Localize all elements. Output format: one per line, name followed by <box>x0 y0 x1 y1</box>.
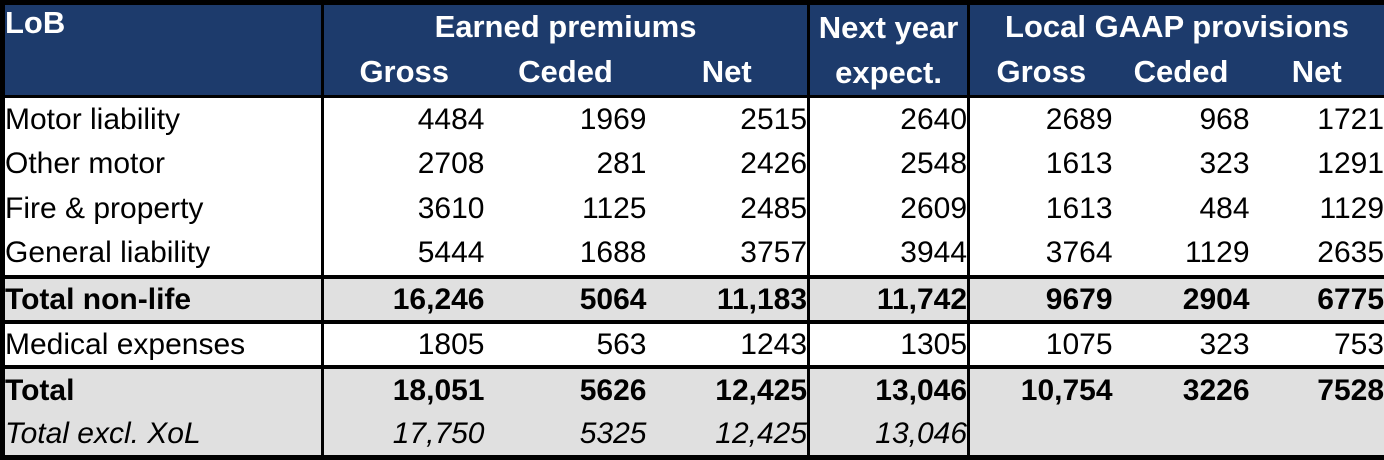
row-label: Motor liability <box>3 97 323 142</box>
value-cell: 10,754 <box>969 367 1113 412</box>
value-cell: 1129 <box>1113 232 1250 277</box>
value-cell: 2548 <box>809 142 969 187</box>
value-cell: 12,425 <box>647 412 809 457</box>
value-cell: 3764 <box>969 232 1113 277</box>
header-gaap-net: Net <box>1250 49 1384 97</box>
value-cell: 2689 <box>969 97 1113 142</box>
row-label: Medical expenses <box>3 322 323 367</box>
value-cell: 11,742 <box>809 277 969 322</box>
value-cell: 323 <box>1113 142 1250 187</box>
value-cell: 753 <box>1250 322 1384 367</box>
value-cell: 563 <box>485 322 647 367</box>
value-cell: 3757 <box>647 232 809 277</box>
value-cell: 484 <box>1113 187 1250 232</box>
value-cell: 18,051 <box>323 367 485 412</box>
row-label: Other motor <box>3 142 323 187</box>
table-header: LoB Earned premiums Next year expect. Lo… <box>3 3 1384 97</box>
value-cell: 1129 <box>1250 187 1384 232</box>
value-cell: 1688 <box>485 232 647 277</box>
header-gaap-gross: Gross <box>969 49 1113 97</box>
header-ep-gross: Gross <box>323 49 485 97</box>
value-cell: 11,183 <box>647 277 809 322</box>
value-cell: 7528 <box>1250 367 1384 412</box>
value-cell: 5325 <box>485 412 647 457</box>
row-label: General liability <box>3 232 323 277</box>
value-cell: 1805 <box>323 322 485 367</box>
value-cell: 281 <box>485 142 647 187</box>
value-cell: 3944 <box>809 232 969 277</box>
value-cell: 5626 <box>485 367 647 412</box>
header-group-earned-premiums: Earned premiums <box>323 3 809 49</box>
row-label: Fire & property <box>3 187 323 232</box>
value-cell: 2485 <box>647 187 809 232</box>
table-row-fire-property: Fire & property 3610 1125 2485 2609 1613… <box>3 187 1384 232</box>
value-cell: 12,425 <box>647 367 809 412</box>
value-cell: 2635 <box>1250 232 1384 277</box>
table-body: Motor liability 4484 1969 2515 2640 2689… <box>3 97 1384 458</box>
value-cell <box>969 412 1113 457</box>
header-lob: LoB <box>3 3 323 97</box>
table-row-total-excl-xol: Total excl. XoL 17,750 5325 12,425 13,04… <box>3 412 1384 457</box>
header-group-local-gaap-provisions: Local GAAP provisions <box>969 3 1384 49</box>
value-cell: 1305 <box>809 322 969 367</box>
row-label: Total excl. XoL <box>3 412 323 457</box>
value-cell: 9679 <box>969 277 1113 322</box>
value-cell: 1291 <box>1250 142 1384 187</box>
header-gaap-ceded: Ceded <box>1113 49 1250 97</box>
table-row-medical-expenses: Medical expenses 1805 563 1243 1305 1075… <box>3 322 1384 367</box>
value-cell: 17,750 <box>323 412 485 457</box>
value-cell: 1613 <box>969 142 1113 187</box>
value-cell <box>1113 412 1250 457</box>
value-cell: 1243 <box>647 322 809 367</box>
value-cell: 1125 <box>485 187 647 232</box>
value-cell: 2708 <box>323 142 485 187</box>
value-cell: 4484 <box>323 97 485 142</box>
table-row-total: Total 18,051 5626 12,425 13,046 10,754 3… <box>3 367 1384 412</box>
header-next-year-expect: Next year expect. <box>809 3 969 97</box>
value-cell: 3226 <box>1113 367 1250 412</box>
value-cell: 2640 <box>809 97 969 142</box>
value-cell: 5064 <box>485 277 647 322</box>
value-cell: 13,046 <box>809 412 969 457</box>
value-cell: 6775 <box>1250 277 1384 322</box>
header-next-year-line1: Next year <box>810 5 967 50</box>
row-label: Total non-life <box>3 277 323 322</box>
value-cell: 1721 <box>1250 97 1384 142</box>
header-ep-ceded: Ceded <box>485 49 647 97</box>
value-cell: 3610 <box>323 187 485 232</box>
value-cell: 968 <box>1113 97 1250 142</box>
value-cell: 13,046 <box>809 367 969 412</box>
row-label: Total <box>3 367 323 412</box>
value-cell: 16,246 <box>323 277 485 322</box>
header-next-year-line2: expect. <box>810 50 967 95</box>
table-row-other-motor: Other motor 2708 281 2426 2548 1613 323 … <box>3 142 1384 187</box>
value-cell: 2904 <box>1113 277 1250 322</box>
table-row-motor-liability: Motor liability 4484 1969 2515 2640 2689… <box>3 97 1384 142</box>
value-cell: 2426 <box>647 142 809 187</box>
value-cell: 1613 <box>969 187 1113 232</box>
value-cell: 1075 <box>969 322 1113 367</box>
value-cell: 2515 <box>647 97 809 142</box>
table-row-general-liability: General liability 5444 1688 3757 3944 37… <box>3 232 1384 277</box>
value-cell: 1969 <box>485 97 647 142</box>
value-cell: 5444 <box>323 232 485 277</box>
value-cell: 323 <box>1113 322 1250 367</box>
table-row-total-non-life: Total non-life 16,246 5064 11,183 11,742… <box>3 277 1384 322</box>
value-cell <box>1250 412 1384 457</box>
value-cell: 2609 <box>809 187 969 232</box>
header-ep-net: Net <box>647 49 809 97</box>
